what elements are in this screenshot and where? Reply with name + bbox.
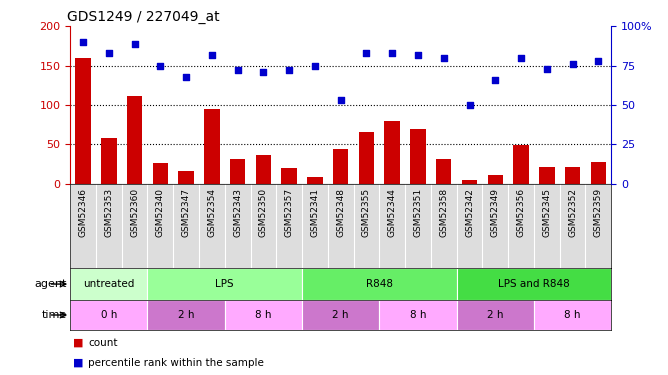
Text: 0 h: 0 h — [101, 310, 117, 320]
Text: GSM52353: GSM52353 — [104, 188, 114, 237]
Text: GSM52342: GSM52342 — [465, 188, 474, 237]
Text: LPS and R848: LPS and R848 — [498, 279, 570, 289]
Point — [387, 50, 397, 56]
Point — [490, 77, 500, 83]
Text: LPS: LPS — [215, 279, 234, 289]
Bar — [70, 300, 148, 330]
Text: GSM52360: GSM52360 — [130, 188, 139, 237]
Bar — [178, 171, 194, 184]
Text: untreated: untreated — [83, 279, 134, 289]
Bar — [591, 162, 606, 184]
Bar — [204, 109, 220, 184]
Point — [516, 55, 526, 61]
Bar — [302, 300, 379, 330]
Bar — [101, 138, 116, 184]
Bar — [359, 132, 374, 184]
Text: GDS1249 / 227049_at: GDS1249 / 227049_at — [67, 10, 220, 24]
Point — [206, 52, 217, 58]
Text: 8 h: 8 h — [564, 310, 580, 320]
Bar — [539, 167, 554, 184]
Text: GSM52355: GSM52355 — [362, 188, 371, 237]
Text: time: time — [41, 310, 67, 320]
Bar — [230, 159, 245, 184]
Bar — [565, 167, 580, 184]
Text: percentile rank within the sample: percentile rank within the sample — [88, 358, 264, 368]
Bar — [385, 121, 400, 184]
Text: GSM52341: GSM52341 — [311, 188, 319, 237]
Text: GSM52354: GSM52354 — [207, 188, 216, 237]
Bar — [436, 159, 452, 184]
Point — [129, 40, 140, 46]
Bar — [302, 268, 457, 300]
Bar — [148, 268, 302, 300]
Text: 8 h: 8 h — [255, 310, 272, 320]
Bar — [457, 268, 611, 300]
Point — [438, 55, 449, 61]
Bar — [152, 163, 168, 184]
Bar — [256, 154, 271, 184]
Bar — [70, 268, 148, 300]
Bar — [281, 168, 297, 184]
Text: GSM52358: GSM52358 — [440, 188, 448, 237]
Text: GSM52351: GSM52351 — [413, 188, 422, 237]
Point — [181, 74, 192, 80]
Text: 8 h: 8 h — [409, 310, 426, 320]
Text: 2 h: 2 h — [333, 310, 349, 320]
Text: 2 h: 2 h — [178, 310, 194, 320]
Text: GSM52356: GSM52356 — [516, 188, 526, 237]
Text: GSM52347: GSM52347 — [182, 188, 190, 237]
Point — [284, 68, 295, 74]
Text: ■: ■ — [73, 338, 84, 348]
Bar — [410, 129, 426, 184]
Text: GSM52348: GSM52348 — [336, 188, 345, 237]
Point — [155, 63, 166, 69]
Text: GSM52344: GSM52344 — [387, 188, 397, 237]
Text: ■: ■ — [73, 358, 84, 368]
Text: GSM52352: GSM52352 — [568, 188, 577, 237]
Text: GSM52346: GSM52346 — [79, 188, 88, 237]
Bar — [75, 58, 91, 184]
Text: GSM52349: GSM52349 — [491, 188, 500, 237]
Bar — [307, 177, 323, 184]
Text: GSM52340: GSM52340 — [156, 188, 165, 237]
Bar — [513, 145, 529, 184]
Point — [77, 39, 88, 45]
Text: 2 h: 2 h — [487, 310, 504, 320]
Bar — [488, 175, 503, 184]
Bar — [457, 300, 534, 330]
Bar — [127, 96, 142, 184]
Bar — [148, 300, 224, 330]
Bar — [379, 300, 457, 330]
Point — [104, 50, 114, 56]
Point — [361, 50, 372, 56]
Point — [309, 63, 320, 69]
Text: GSM52350: GSM52350 — [259, 188, 268, 237]
Text: GSM52357: GSM52357 — [285, 188, 294, 237]
Text: GSM52343: GSM52343 — [233, 188, 242, 237]
Point — [567, 61, 578, 67]
Point — [464, 102, 475, 108]
Point — [335, 97, 346, 103]
Bar — [534, 300, 611, 330]
Point — [232, 68, 243, 74]
Text: GSM52345: GSM52345 — [542, 188, 551, 237]
Text: agent: agent — [35, 279, 67, 289]
Point — [258, 69, 269, 75]
Point — [593, 58, 604, 64]
Bar — [224, 300, 302, 330]
Bar — [333, 149, 349, 184]
Bar — [462, 180, 477, 184]
Text: R848: R848 — [366, 279, 393, 289]
Text: GSM52359: GSM52359 — [594, 188, 603, 237]
Point — [542, 66, 552, 72]
Text: count: count — [88, 338, 118, 348]
Point — [413, 52, 424, 58]
